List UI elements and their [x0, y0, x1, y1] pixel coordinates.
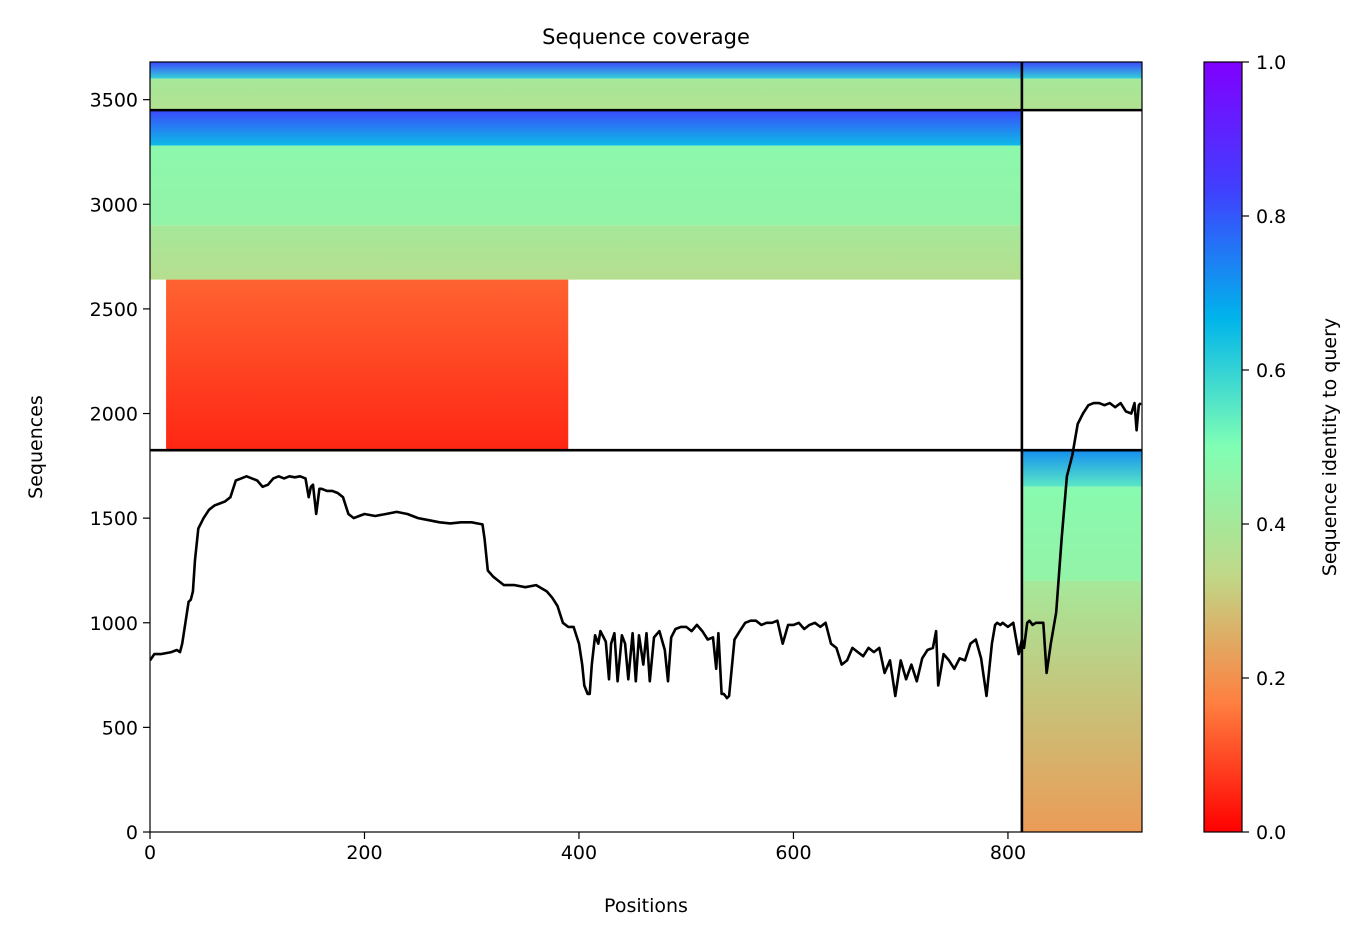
x-axis-label: Positions	[604, 895, 688, 917]
plot-area	[150, 62, 1142, 832]
chart-title: Sequence coverage	[542, 25, 750, 49]
msa-band-0-2	[150, 225, 1022, 280]
x-axis: 0 200 400 600 800	[144, 832, 1026, 864]
colorbar-ticks: 0.0 0.2 0.4 0.6 0.8 1.0	[1242, 52, 1286, 844]
msa-band-0-1	[150, 145, 1022, 226]
x-tick-label: 200	[346, 842, 382, 864]
y-tick-label: 3000	[90, 194, 138, 216]
colorbar: 0.0 0.2 0.4 0.6 0.8 1.0 Sequence identity to …	[1203, 52, 1341, 844]
colorbar-tick-label: 0.8	[1256, 206, 1286, 228]
y-tick-label: 1000	[90, 613, 138, 635]
msa-band-2-1	[1021, 486, 1142, 581]
y-tick-label: 3500	[90, 90, 138, 112]
x-tick-label: 800	[990, 842, 1026, 864]
y-axis-label: Sequences	[25, 395, 47, 499]
colorbar-tick-label: 0.2	[1256, 668, 1286, 690]
x-tick-label: 400	[561, 842, 597, 864]
colorbar-tick-label: 0.0	[1256, 822, 1286, 844]
msa-band-2-0	[1021, 450, 1142, 487]
msa-heatmap	[150, 62, 1142, 832]
msa-band-1-0	[150, 62, 1142, 79]
y-tick-label: 500	[102, 717, 138, 739]
colorbar-label: Sequence identity to query	[1319, 318, 1341, 576]
y-axis: 0 500 1000 1500 2000 2500 3000 3500	[90, 90, 150, 844]
msa-band-2-2	[1021, 580, 1142, 832]
colorbar-tick-label: 0.6	[1256, 360, 1286, 382]
y-tick-label: 2000	[90, 404, 138, 426]
x-tick-label: 0	[144, 842, 156, 864]
y-tick-label: 0	[126, 822, 138, 844]
msa-band-1-1	[150, 78, 1142, 111]
plot-frame	[149, 61, 1143, 833]
colorbar-tick-label: 1.0	[1256, 52, 1286, 74]
x-tick-label: 600	[775, 842, 811, 864]
msa-band-0-0	[150, 110, 1022, 146]
y-tick-label: 2500	[90, 299, 138, 321]
colorbar-gradient	[1203, 61, 1243, 833]
y-tick-label: 1500	[90, 508, 138, 530]
coverage-line	[150, 401, 1142, 700]
colorbar-tick-label: 0.4	[1256, 514, 1286, 536]
chain-separators	[150, 62, 1142, 832]
msa-band-0-3	[166, 279, 569, 451]
